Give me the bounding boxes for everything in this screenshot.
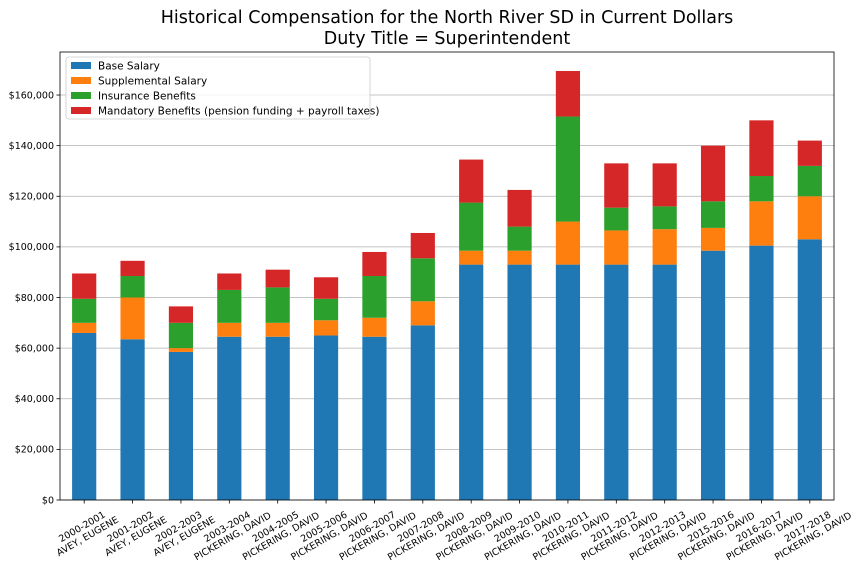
bar-segment [700,201,726,228]
bar-segment [555,264,581,500]
bar-segment [265,287,290,323]
bar-segment [749,176,774,202]
chart-title-line-2: Duty Title = Superintendent [323,29,571,49]
bar-segment [749,245,774,500]
bar-segment [313,335,339,500]
y-tick-label: $160,000 [9,90,54,101]
bar-segment [313,298,339,321]
bar-segment [72,332,97,500]
y-tick-label: $40,000 [15,394,54,405]
bar-segment [362,251,387,276]
chart-title-line-1: Historical Compensation for the North Ri… [160,8,734,28]
bar-segment [410,258,435,302]
plot-frame [59,51,835,501]
y-tick-label: $140,000 [9,141,54,152]
bar-segment [120,276,145,298]
bar-segment [749,201,774,246]
bar-segment [265,336,290,500]
bar-segment [797,165,822,197]
bar-segment [168,351,194,500]
legend-swatch [71,92,91,99]
bar-segment [72,322,97,333]
y-tick-label: $60,000 [15,343,54,354]
bar-segment [700,145,726,202]
y-tick-label: $0 [42,495,54,506]
bar-segment [120,297,145,340]
bar-segment [652,206,677,230]
bar-segment [507,250,532,265]
bar-segment [797,196,822,240]
y-tick-label: $80,000 [15,293,54,304]
bar-segment [168,322,194,349]
bar-segment [362,276,387,318]
bar-segment [459,250,484,265]
bar-segment [168,306,194,323]
bar-segment [120,339,145,500]
bar-segment [313,277,339,299]
bar-segment [797,140,822,166]
bar-segment [749,120,774,177]
bar-segment [72,273,97,299]
bar-segment [555,116,581,222]
y-tick-label: $120,000 [9,192,54,203]
bar-segment [604,207,629,231]
legend-label: Insurance Benefits [98,91,196,103]
y-tick-label: $20,000 [15,445,54,456]
bar-segment [120,260,145,276]
legend-swatch [71,62,91,69]
bar-segment [555,70,581,117]
bar-segment [555,221,581,265]
legend-label: Supplemental Salary [98,76,207,88]
bar-segment [604,264,629,500]
bar-segment [410,325,435,500]
bar-segment [652,229,677,265]
bar-segment [313,320,339,336]
bar-segment [507,189,532,227]
bar-segment [459,264,484,500]
bar-segment [700,227,726,251]
bar-segment [217,289,242,323]
bar-segment [507,264,532,500]
bar-segment [652,163,677,207]
bar-segment [459,202,484,251]
bar-segment [72,298,97,323]
bar-segment [507,226,532,251]
bar-segment [410,232,435,259]
bar-segment [604,163,629,208]
bar-segment [362,336,387,500]
bar-segment [410,301,435,326]
legend-swatch [71,77,91,84]
legend-swatch [71,107,91,114]
bar-segment [797,239,822,500]
bar-segment [168,348,194,352]
bar-segment [362,317,387,337]
bar-segment [265,269,290,288]
bar-segment [217,322,242,337]
legend-label: Base Salary [98,61,160,73]
bar-segment [217,273,242,290]
bar-segment [604,230,629,265]
bar-segment [459,159,484,203]
bar-segment [652,264,677,500]
legend-box [65,56,371,120]
bar-segment [700,250,726,500]
legend-label: Mandatory Benefits (pension funding + pa… [98,106,380,118]
chart-title: Historical Compensation for the North Ri… [0,8,864,50]
bar-segment [217,336,242,500]
bar-segment [265,322,290,337]
y-tick-label: $100,000 [9,242,54,253]
